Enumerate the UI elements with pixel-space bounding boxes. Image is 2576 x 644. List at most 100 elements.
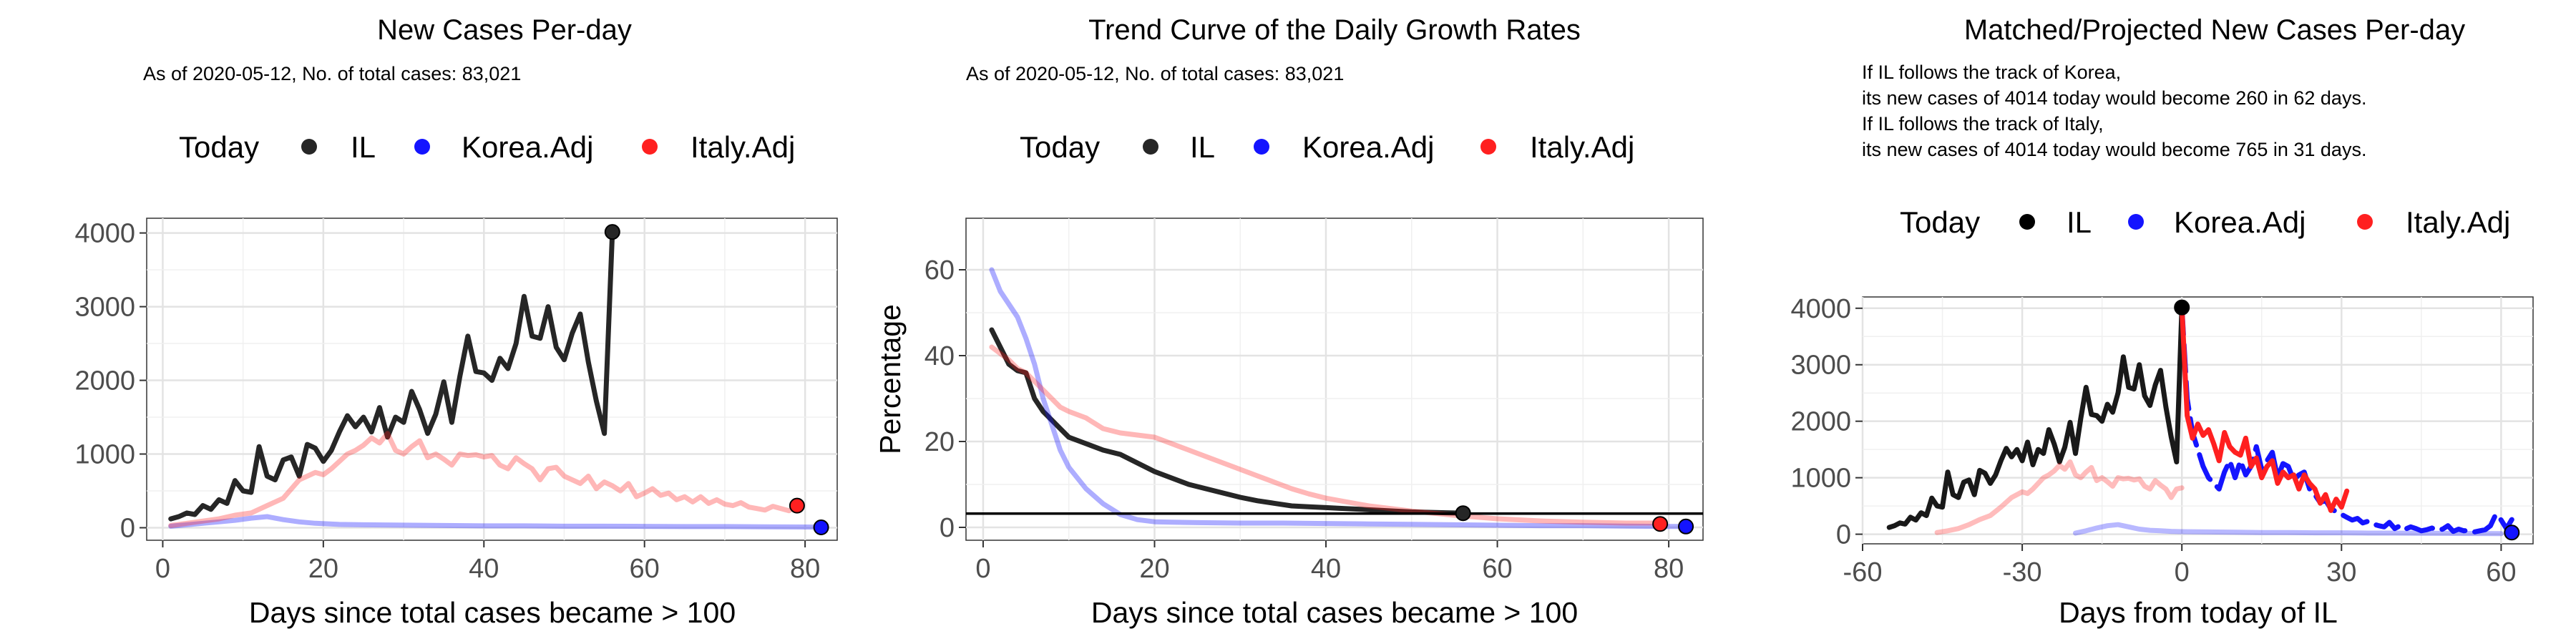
chart2-legend: Today IL Korea.Adj Italy.Adj	[1020, 130, 1634, 164]
chart2-legend-label-korea: Korea.Adj	[1302, 130, 1434, 164]
chart1-y-tick-label: 3000	[74, 293, 135, 323]
chart1-y-ticks: 0 1000 2000 3000 4000	[74, 219, 147, 543]
chart1-today-point-korea-adj	[813, 519, 829, 535]
chart2-x-ticks: 0 20 40 60 80	[975, 540, 1684, 584]
chart3-today-points	[2174, 299, 2520, 541]
chart2-today-points	[1455, 505, 1694, 535]
chart3-series-italy-adj-projected	[2179, 305, 2350, 513]
chart2-x-axis-label: Days since total cases became > 100	[1091, 596, 1578, 629]
chart2-y-ticks: 0 20 40 60	[924, 255, 966, 543]
chart1-subtitle: As of 2020-05-12, No. of total cases: 83…	[143, 63, 521, 84]
chart2-x-tick-label: 80	[1654, 554, 1684, 584]
chart1-y-tick-label: 1000	[74, 440, 135, 470]
chart3-subtitle-line4: its new cases of 4014 today would become…	[1862, 139, 2366, 160]
chart1-legend-label-il: IL	[351, 130, 376, 164]
chart2-subtitle: As of 2020-05-12, No. of total cases: 83…	[966, 63, 1344, 84]
chart3-series-italy-adj-matched-history	[1934, 459, 2185, 535]
chart1-legend-marker-korea	[414, 139, 430, 155]
chart3-x-tick-label: 60	[2486, 557, 2516, 587]
chart3-x-axis-label: Days from today of IL	[2059, 596, 2338, 629]
chart3-subtitle-line3: If IL follows the track of Italy,	[1862, 113, 2104, 135]
chart1-x-tick-label: 40	[469, 554, 499, 584]
chart2-y-tick-label: 60	[924, 255, 955, 286]
chart1-x-tick-label: 60	[630, 554, 660, 584]
chart2-x-tick-label: 40	[1311, 554, 1341, 584]
chart3-series	[1886, 305, 2514, 537]
chart1-legend-label-korea: Korea.Adj	[462, 130, 593, 164]
chart2-series-il	[989, 327, 1466, 516]
chart1-x-tick-label: 80	[790, 554, 820, 584]
chart1-x-ticks: 0 20 40 60 80	[155, 540, 820, 584]
chart3-series-korea-adj-matched-history	[2073, 522, 2504, 537]
chart1-series-italy-adj	[168, 431, 800, 528]
chart2-x-tick-label: 20	[1139, 554, 1169, 584]
chart3-y-tick-label: 1000	[1790, 464, 1851, 494]
chart2-today-point-korea-adj	[1678, 518, 1694, 535]
chart1-y-tick-label: 4000	[74, 219, 135, 249]
chart3-legend-label-italy: Italy.Adj	[2406, 205, 2510, 239]
chart3-legend-label-il: IL	[2067, 205, 2092, 239]
chart3-series-il	[1886, 305, 2185, 530]
chart1-today-point-italy-adj	[789, 497, 805, 514]
chart1-today-points	[604, 224, 829, 535]
chart3-x-tick-label: -30	[2003, 557, 2042, 587]
chart3-y-ticks: 0 1000 2000 3000 4000	[1790, 294, 1863, 550]
chart3-x-ticks: -60 -30 0 30 60	[1843, 544, 2517, 587]
chart2-y-axis-label: Percentage	[874, 304, 907, 454]
chart1-legend-label-italy: Italy.Adj	[691, 130, 795, 164]
chart1-legend-title: Today	[179, 130, 259, 164]
chart3-legend-label-korea: Korea.Adj	[2174, 205, 2306, 239]
chart2-legend-label-italy: Italy.Adj	[1530, 130, 1634, 164]
chart2-grid	[966, 218, 1703, 540]
chart3-title: Matched/Projected New Cases Per-day	[1964, 14, 2465, 46]
chart1-y-tick-label: 0	[120, 513, 135, 543]
chart1-y-tick-label: 2000	[74, 366, 135, 396]
chart1-x-axis-label: Days since total cases became > 100	[249, 596, 736, 629]
chart2-legend-label-il: IL	[1190, 130, 1215, 164]
chart2-legend-marker-italy	[1480, 139, 1496, 155]
chart-projected-cases: Matched/Projected New Cases Per-day If I…	[1790, 14, 2534, 629]
chart1-legend: Today IL Korea.Adj Italy.Adj	[179, 130, 795, 164]
chart3-x-tick-label: 30	[2326, 557, 2356, 587]
chart2-y-tick-label: 20	[924, 427, 955, 457]
chart1-title: New Cases Per-day	[377, 14, 632, 46]
chart1-today-point-il	[604, 224, 620, 240]
chart3-x-tick-label: 0	[2175, 557, 2190, 587]
chart2-y-tick-label: 40	[924, 341, 955, 371]
chart3-x-tick-label: -60	[1843, 557, 1883, 587]
chart1-x-tick-label: 20	[308, 554, 338, 584]
chart2-legend-title: Today	[1020, 130, 1100, 164]
chart2-x-tick-label: 0	[975, 554, 990, 584]
chart-new-cases: New Cases Per-day As of 2020-05-12, No. …	[74, 14, 838, 629]
chart1-series-korea-adj	[168, 514, 824, 530]
chart3-today-point-il	[2174, 299, 2190, 316]
chart3-series-korea-adj-projected	[2179, 305, 2514, 535]
chart1-x-tick-label: 0	[155, 554, 170, 584]
chart3-subtitle-line1: If IL follows the track of Korea,	[1862, 62, 2121, 83]
chart1-legend-marker-il	[301, 139, 317, 155]
chart1-series-il	[168, 229, 615, 522]
chart3-y-tick-label: 2000	[1790, 407, 1851, 437]
chart3-legend-marker-italy	[2357, 214, 2373, 230]
chart1-legend-marker-italy	[642, 139, 658, 155]
chart3-y-tick-label: 4000	[1790, 294, 1851, 324]
chart2-title: Trend Curve of the Daily Growth Rates	[1088, 14, 1581, 46]
chart3-legend: Today IL Korea.Adj Italy.Adj	[1900, 205, 2510, 239]
chart3-legend-marker-korea	[2128, 214, 2144, 230]
chart2-x-tick-label: 60	[1482, 554, 1512, 584]
chart2-legend-marker-korea	[1254, 139, 1269, 155]
chart3-y-tick-label: 3000	[1790, 351, 1851, 381]
chart2-legend-marker-il	[1143, 139, 1158, 155]
chart2-today-point-il	[1455, 505, 1471, 522]
chart-growth-rates: Trend Curve of the Daily Growth Rates As…	[874, 14, 1704, 629]
chart2-series-korea-adj	[989, 267, 1689, 530]
chart3-y-tick-label: 0	[1836, 520, 1851, 550]
chart3-legend-marker-il	[2019, 214, 2035, 230]
chart2-plot-background	[965, 218, 1704, 541]
chart2-y-tick-label: 0	[940, 513, 955, 543]
chart1-series	[168, 229, 824, 530]
chart3-subtitle-line2: its new cases of 4014 today would become…	[1862, 87, 2366, 109]
chart3-today-point-korea-adj	[2504, 525, 2520, 541]
chart2-today-point-italy-adj	[1652, 516, 1669, 532]
